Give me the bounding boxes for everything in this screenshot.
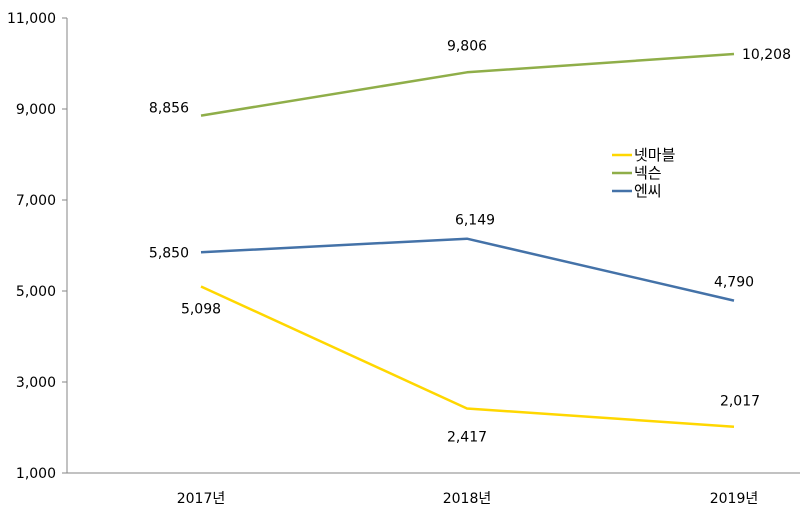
data-label: 10,208 [742,47,791,63]
y-tick-label: 3,000 [16,375,56,391]
data-label: 6,149 [455,213,495,229]
axes [66,18,800,474]
y-tick-label: 7,000 [16,193,56,209]
series-line-엔씨 [200,237,735,302]
series-line-넷마블 [200,285,735,428]
x-tick-label: 2017년 [177,491,226,507]
data-label: 2,017 [720,394,760,410]
data-label: 5,850 [149,245,189,261]
y-tick-label: 11,000 [7,11,56,27]
data-label: 9,806 [447,38,487,54]
y-tick-labels: 1,000 3,000 5,000 7,000 9,000 11,000 [7,11,67,482]
data-label: 5,098 [181,302,221,318]
legend-label: 엔씨 [634,182,662,200]
data-label: 8,856 [149,101,189,117]
x-tick-label: 2019년 [710,491,759,507]
data-label: 2,417 [447,430,487,446]
legend-label: 넷마블 [634,146,675,164]
x-tick-label: 2018년 [443,491,492,507]
series-lines [200,52,735,428]
y-tick-label: 1,000 [16,466,56,482]
y-tick-label: 5,000 [16,284,56,300]
legend-label: 넥슨 [634,164,662,182]
y-tick-label: 9,000 [16,102,56,118]
data-label: 4,790 [714,275,754,291]
x-tick-labels: 2017년 2018년 2019년 [177,491,759,507]
data-labels: 5,098 2,417 2,017 8,856 9,806 10,208 5,850 6,14… [149,38,791,445]
series-line-넥슨 [200,52,735,117]
